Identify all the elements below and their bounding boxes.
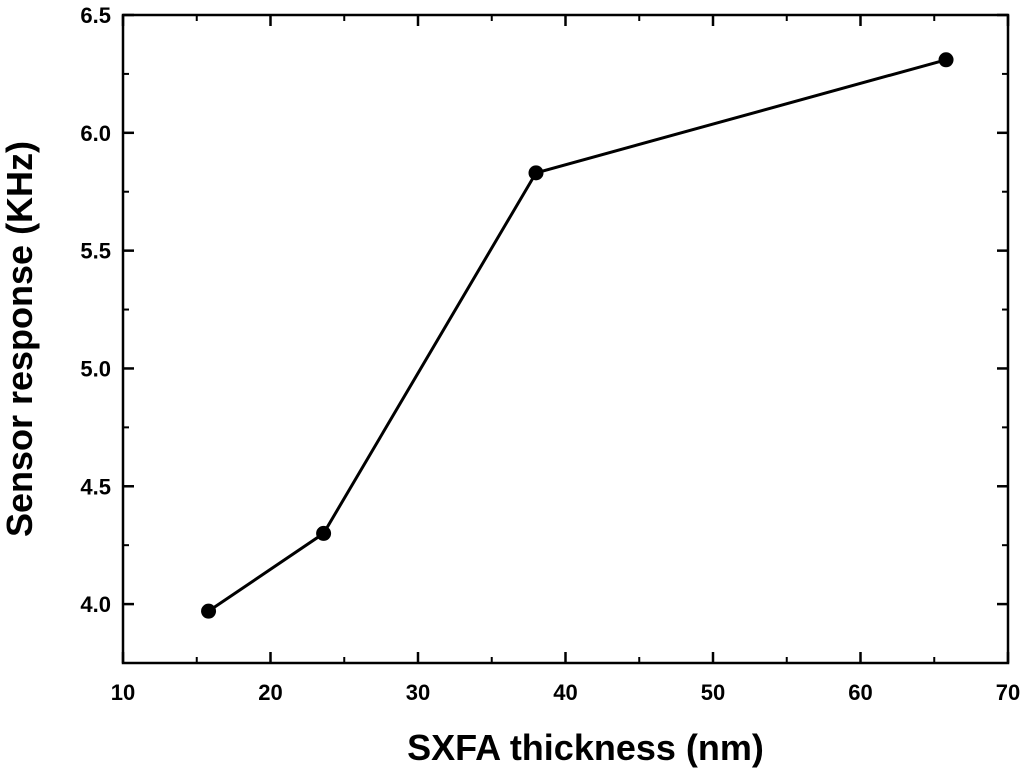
x-tick-label: 70 (996, 680, 1020, 705)
series-line (207, 58, 947, 613)
x-tick-label: 50 (701, 680, 725, 705)
data-series (201, 52, 954, 619)
y-tick-label: 4.0 (80, 592, 111, 617)
y-tick-label: 6.0 (80, 121, 111, 146)
plot-frame (121, 13, 1010, 665)
x-tick-label: 20 (258, 680, 282, 705)
y-axis-title: Sensor response (KHz) (0, 141, 40, 537)
data-point (316, 525, 332, 541)
x-tick-label: 40 (553, 680, 577, 705)
y-tick-label: 6.5 (80, 3, 111, 28)
x-tick-labels: 10 20 30 40 50 60 70 (111, 680, 1020, 705)
y-tick-label: 4.5 (80, 474, 111, 499)
x-tick-label: 30 (406, 680, 430, 705)
axis-ticks (121, 13, 1010, 663)
y-tick-label: 5.0 (80, 356, 111, 381)
y-tick-label: 5.5 (80, 239, 111, 264)
x-tick-label: 60 (848, 680, 872, 705)
x-axis-title: SXFA thickness (nm) (407, 727, 764, 768)
data-point (938, 52, 954, 68)
data-point (528, 165, 544, 181)
data-point (201, 603, 217, 619)
x-tick-label: 10 (111, 680, 135, 705)
y-tick-labels: 4.0 4.5 5.0 5.5 6.0 6.5 (80, 3, 111, 617)
